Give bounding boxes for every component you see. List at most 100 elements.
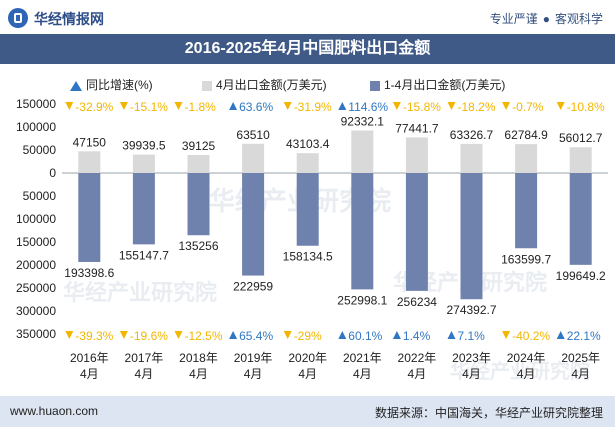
- down-arrow-icon-april-4: [283, 102, 292, 110]
- bar-april-8: [515, 144, 538, 173]
- bar-april-7: [460, 143, 483, 173]
- data-label-ytd-2: 135256: [178, 239, 218, 253]
- data-label-april-3: 63510: [236, 128, 270, 142]
- bar-april-1: [132, 154, 155, 173]
- up-arrow-icon-ytd-6: [392, 331, 401, 339]
- down-arrow-icon-ytd-4: [283, 331, 292, 339]
- bar-ytd-4: [296, 173, 319, 246]
- bar-ytd-7: [460, 173, 483, 300]
- bar-april-9: [569, 147, 592, 173]
- legend-april-label: 4月出口金额(万美元): [216, 78, 327, 92]
- bar-ytd-1: [132, 173, 155, 245]
- tagline-right: 客观科学: [554, 12, 603, 26]
- data-label-ytd-9: 199649.2: [556, 269, 606, 283]
- huajing-logo-icon: [8, 8, 28, 28]
- x-tick-label-1: 2017年 4月: [125, 351, 164, 381]
- data-label-ytd-7: 274392.7: [446, 303, 496, 317]
- watermark-0: 华经产业研究院: [63, 280, 217, 306]
- legend-ytd: 1-4月出口金额(万美元): [370, 76, 505, 93]
- bar-april-0: [78, 151, 101, 173]
- growth-label-april-4: -31.9%: [294, 100, 332, 114]
- tagline: 专业严谨 ● 客观科学: [490, 10, 603, 27]
- growth-label-april-7: -18.2%: [458, 100, 496, 114]
- growth-label-ytd-2: -12.5%: [185, 329, 223, 343]
- data-label-april-4: 43103.4: [286, 137, 330, 151]
- legend-april-swatch: [202, 80, 212, 91]
- growth-label-april-6: -15.8%: [403, 100, 441, 114]
- x-tick-label-2: 2018年 4月: [179, 351, 218, 381]
- up-triangle-icon: [70, 80, 82, 91]
- footer-source: 数据来源：中国海关，华经产业研究院整理: [374, 406, 603, 420]
- down-arrow-icon-april-8: [502, 102, 511, 110]
- y-tick-label-10: 350000: [16, 327, 56, 341]
- y-tick-label-9: 300000: [16, 304, 56, 318]
- growth-label-april-5: 114.6%: [348, 100, 388, 114]
- bar-ytd-9: [569, 173, 592, 265]
- bar-ytd-0: [78, 173, 101, 262]
- brand-name: 华经情报网: [34, 11, 104, 27]
- down-arrow-icon-ytd-8: [502, 331, 511, 339]
- data-label-april-2: 39125: [182, 139, 216, 153]
- data-label-april-6: 77441.7: [395, 121, 439, 135]
- data-label-ytd-5: 252998.1: [337, 293, 387, 307]
- growth-label-april-8: -0.7%: [512, 100, 544, 114]
- growth-label-april-2: -1.8%: [185, 100, 217, 114]
- legend-growth: 同比增速(%): [70, 76, 153, 93]
- down-arrow-icon-april-6: [392, 102, 401, 110]
- down-arrow-icon-april-1: [119, 102, 128, 110]
- up-arrow-icon-ytd-3: [229, 331, 238, 339]
- x-tick-label-4: 2020年 4月: [288, 351, 327, 381]
- growth-label-ytd-0: -39.3%: [75, 329, 113, 343]
- legend-ytd-swatch: [370, 80, 380, 91]
- bar-ytd-8: [515, 173, 538, 249]
- legend-ytd-label: 1-4月出口金额(万美元): [384, 78, 506, 92]
- growth-label-ytd-3: 65.4%: [239, 329, 273, 343]
- growth-label-april-3: 63.6%: [239, 100, 273, 114]
- growth-label-april-1: -15.1%: [130, 100, 168, 114]
- down-arrow-icon-april-7: [447, 102, 456, 110]
- up-arrow-icon-april-3: [229, 102, 238, 110]
- y-tick-label-0: 150000: [16, 97, 56, 111]
- x-tick-label-0: 2016年 4月: [70, 351, 109, 381]
- bar-ytd-5: [351, 173, 374, 290]
- bar-april-4: [296, 153, 319, 173]
- up-arrow-icon-ytd-7: [447, 331, 456, 339]
- x-tick-label-6: 2022年 4月: [398, 351, 437, 381]
- down-arrow-icon-april-0: [65, 102, 74, 110]
- y-tick-label-7: 200000: [16, 258, 56, 272]
- bar-april-5: [351, 130, 374, 173]
- y-tick-label-5: 100000: [16, 212, 56, 226]
- bar-ytd-2: [187, 173, 210, 236]
- watermark-3: 华经产业研究院: [450, 359, 590, 383]
- bar-april-2: [187, 155, 210, 173]
- tagline-separator: ●: [542, 12, 550, 26]
- down-arrow-icon-april-9: [556, 102, 565, 110]
- data-label-april-1: 39939.5: [122, 139, 166, 153]
- bar-april-6: [405, 137, 428, 173]
- x-tick-label-8: 2024年 4月: [507, 351, 546, 381]
- growth-label-ytd-5: 60.1%: [348, 329, 382, 343]
- growth-label-ytd-4: -29%: [294, 329, 322, 343]
- growth-label-ytd-8: -40.2%: [512, 329, 550, 343]
- y-tick-label-6: 150000: [16, 235, 56, 249]
- header-bar: 华经情报网 专业严谨 ● 客观科学: [0, 0, 615, 35]
- bar-ytd-3: [242, 173, 265, 276]
- bar-chart: 华经产业研究院华经产业研究院华经产业研究院华经产业研究院150000100000…: [16, 97, 608, 383]
- data-label-ytd-3: 222959: [233, 280, 273, 294]
- down-arrow-icon-ytd-1: [119, 331, 128, 339]
- footer-bar: www.huaon.com 数据来源：中国海关，华经产业研究院整理: [0, 396, 615, 427]
- x-tick-label-3: 2019年 4月: [234, 351, 273, 381]
- up-arrow-icon-april-5: [338, 102, 347, 110]
- data-label-april-0: 47150: [73, 135, 107, 149]
- y-tick-label-3: 0: [49, 166, 56, 180]
- x-tick-label-5: 2021年 4月: [343, 351, 382, 381]
- data-label-april-9: 56012.7: [559, 131, 603, 145]
- down-arrow-icon-ytd-2: [174, 331, 183, 339]
- data-label-ytd-4: 158134.5: [283, 250, 333, 264]
- up-arrow-icon-ytd-9: [556, 331, 565, 339]
- down-arrow-icon-ytd-0: [65, 331, 74, 339]
- data-label-april-5: 92332.1: [341, 115, 385, 129]
- bar-april-3: [242, 143, 265, 173]
- data-label-ytd-8: 163599.7: [501, 252, 551, 266]
- y-tick-label-2: 50000: [23, 143, 57, 157]
